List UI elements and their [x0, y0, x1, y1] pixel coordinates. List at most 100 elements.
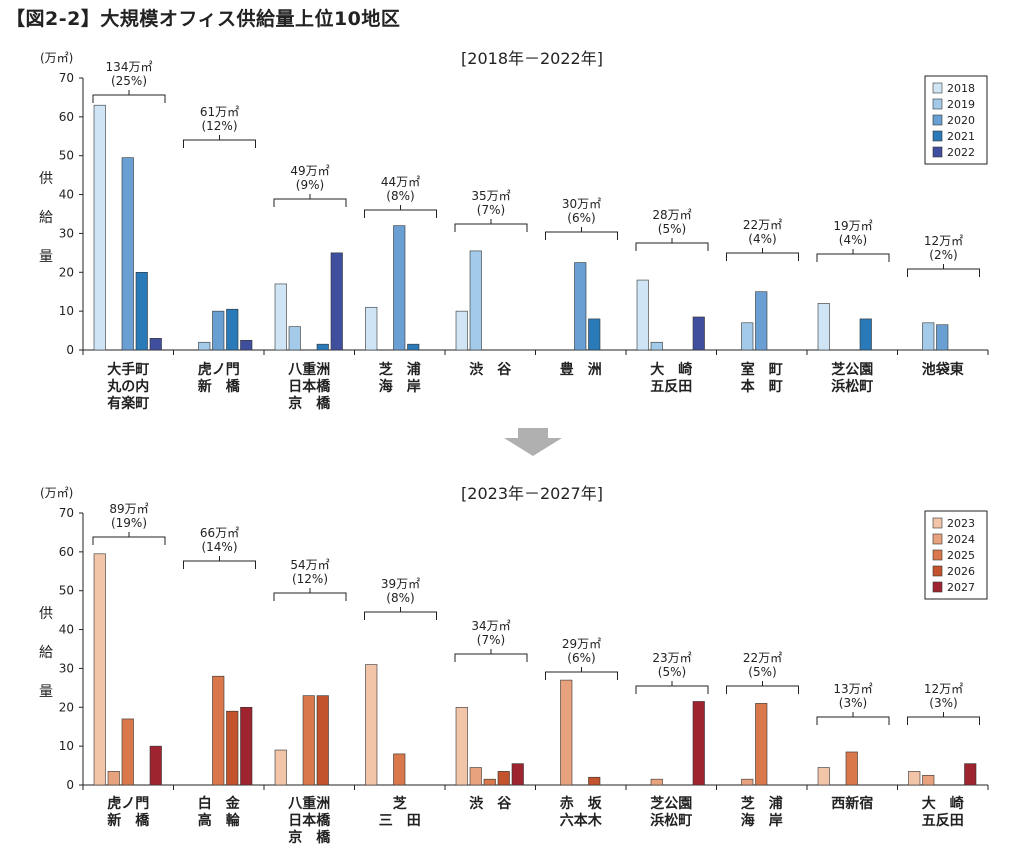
panel1-bracket — [635, 238, 709, 251]
panel1-bar-2019 — [469, 250, 482, 351]
panel1-category-label: 五反田 — [650, 378, 692, 395]
panel1-category-label: 八重洲 — [287, 361, 330, 378]
panel1-share-label: (4%) — [748, 232, 776, 246]
panel2-total-label: 54万㎡ — [290, 558, 329, 572]
panel2-legend-label-2026: 2026 — [947, 565, 975, 578]
panel1-bar-2019 — [922, 322, 935, 351]
panel1-y-tick-label: 60 — [59, 110, 74, 124]
panel1-legend-label-2022: 2022 — [947, 146, 975, 159]
panel1-bar-2020 — [936, 324, 949, 351]
panel2-category-label: 大 崎 — [922, 795, 964, 812]
panel1-category-label: 室 町 — [741, 361, 783, 378]
panel2-bar-2024 — [560, 679, 573, 786]
panel1-bar-2020 — [212, 310, 225, 351]
panel2-bar-2023 — [908, 771, 921, 786]
panel1-unit-label: (万㎡) — [40, 51, 73, 65]
panel1-y-tick-label: 20 — [59, 265, 74, 279]
panel2-category-label: 五反田 — [922, 812, 964, 829]
panel1-y-tick-label: 30 — [59, 226, 74, 240]
panel2-y-tick-label: 10 — [59, 739, 74, 753]
panel1-total-label: 35万㎡ — [471, 189, 510, 203]
panel1-bar-2018 — [817, 303, 830, 351]
panel2-bar-2025 — [212, 675, 225, 786]
figure-title: 【図2-2】大規模オフィス供給量上位10地区 — [6, 8, 401, 30]
panel2-unit-label: (万㎡) — [40, 486, 73, 500]
panel1-bar-2021 — [226, 308, 239, 351]
panel1-bar-2018 — [274, 283, 287, 351]
panel2-y-axis-label: 量 — [39, 684, 53, 700]
panel2-category-label: 西新宿 — [831, 795, 873, 812]
panel2-y-tick-label: 50 — [59, 584, 74, 598]
panel1-category-label: 虎ノ門 — [198, 361, 240, 378]
panel1-category-label: 渋 谷 — [469, 361, 512, 378]
panel2-category-label: 芝公園 — [650, 795, 692, 812]
panel2-legend-label-2027: 2027 — [947, 581, 975, 594]
panel2-category-label: 芝 — [393, 795, 407, 812]
down-arrow-icon — [504, 428, 562, 456]
panel2-category-label: 赤 坂 — [560, 795, 603, 812]
panel2-category-label: 日本橋 — [288, 812, 331, 829]
panel2-bar-2025 — [755, 703, 768, 786]
panel2-legend-label-2024: 2024 — [947, 533, 975, 546]
panel1-y-axis-label: 給 — [39, 210, 53, 226]
panel2-total-label: 34万㎡ — [471, 619, 510, 633]
panel2-y-tick-label: 30 — [59, 661, 74, 675]
panel2-bracket — [92, 532, 166, 545]
panel2-bar-2024 — [107, 771, 120, 786]
panel2-category-label: 新 橋 — [107, 812, 150, 829]
panel1-share-label: (9%) — [296, 178, 324, 192]
panel2-category-label: 渋 谷 — [469, 795, 512, 812]
panel2-bar-2026 — [316, 695, 329, 786]
panel1-bar-2018 — [365, 306, 378, 351]
panel2-bar-2027 — [692, 701, 705, 786]
panel2-total-label: 39万㎡ — [381, 577, 420, 591]
panel1-category-label: 豊 洲 — [560, 361, 602, 378]
panel2-total-label: 89万㎡ — [109, 502, 148, 516]
panel1-total-label: 28万㎡ — [652, 208, 691, 222]
panel1-share-label: (7%) — [477, 203, 505, 217]
panel2-share-label: (5%) — [658, 665, 686, 679]
panel2-y-tick-label: 40 — [59, 623, 74, 637]
panel1-bracket — [364, 205, 437, 218]
panel2-total-label: 66万㎡ — [200, 526, 239, 540]
panel2-bracket — [635, 681, 709, 694]
panel2-legend-swatch-2026 — [932, 565, 943, 577]
panel2-bar-2027 — [149, 745, 162, 786]
panel2-category-label: 芝 浦 — [741, 795, 783, 812]
panel1-bracket — [907, 264, 980, 277]
panel1-bar-2018 — [455, 310, 468, 351]
panel2-bar-2027 — [511, 763, 524, 786]
panel2-legend-swatch-2025 — [932, 549, 943, 561]
panel2-bracket — [454, 649, 528, 662]
panel1-bar-2021 — [135, 271, 148, 351]
panel2-bar-2023 — [365, 664, 378, 786]
panel1-legend-label-2021: 2021 — [947, 130, 975, 143]
panel2-bar-2025 — [483, 778, 496, 786]
panel1-legend-label-2018: 2018 — [947, 82, 975, 95]
panel1-category-label: 大手町 — [107, 361, 149, 378]
panel2-category-label: 虎ノ門 — [107, 795, 149, 812]
panel1-bar-2022 — [692, 316, 705, 351]
panel1-share-label: (8%) — [386, 189, 414, 203]
panel1-total-label: 44万㎡ — [381, 175, 420, 189]
panel2-legend-swatch-2027 — [932, 581, 943, 593]
panel1-total-label: 19万㎡ — [833, 219, 872, 233]
panel2-bar-2024 — [741, 778, 754, 786]
panel2-share-label: (3%) — [839, 696, 867, 710]
panel1-bar-2020 — [121, 157, 134, 351]
panel2-y-axis-label: 給 — [39, 645, 53, 661]
panel1-share-label: (2%) — [929, 248, 957, 262]
panel2-category-label: 三 田 — [379, 813, 421, 829]
panel1-bracket — [545, 227, 618, 240]
panel1-bar-2019 — [650, 341, 663, 351]
panel1-total-label: 49万㎡ — [290, 164, 329, 178]
panel2-bar-2024 — [922, 774, 935, 786]
panel2-share-label: (3%) — [929, 696, 957, 710]
panel2-bar-2023 — [455, 706, 468, 786]
panel2-share-label: (12%) — [292, 572, 328, 586]
panel1-bracket — [454, 219, 528, 232]
panel2-category-label: 白 金 — [198, 795, 241, 812]
panel2-total-label: 13万㎡ — [833, 682, 872, 696]
panel2-bar-2026 — [497, 771, 510, 786]
panel2-category-label: 八重洲 — [287, 795, 330, 812]
